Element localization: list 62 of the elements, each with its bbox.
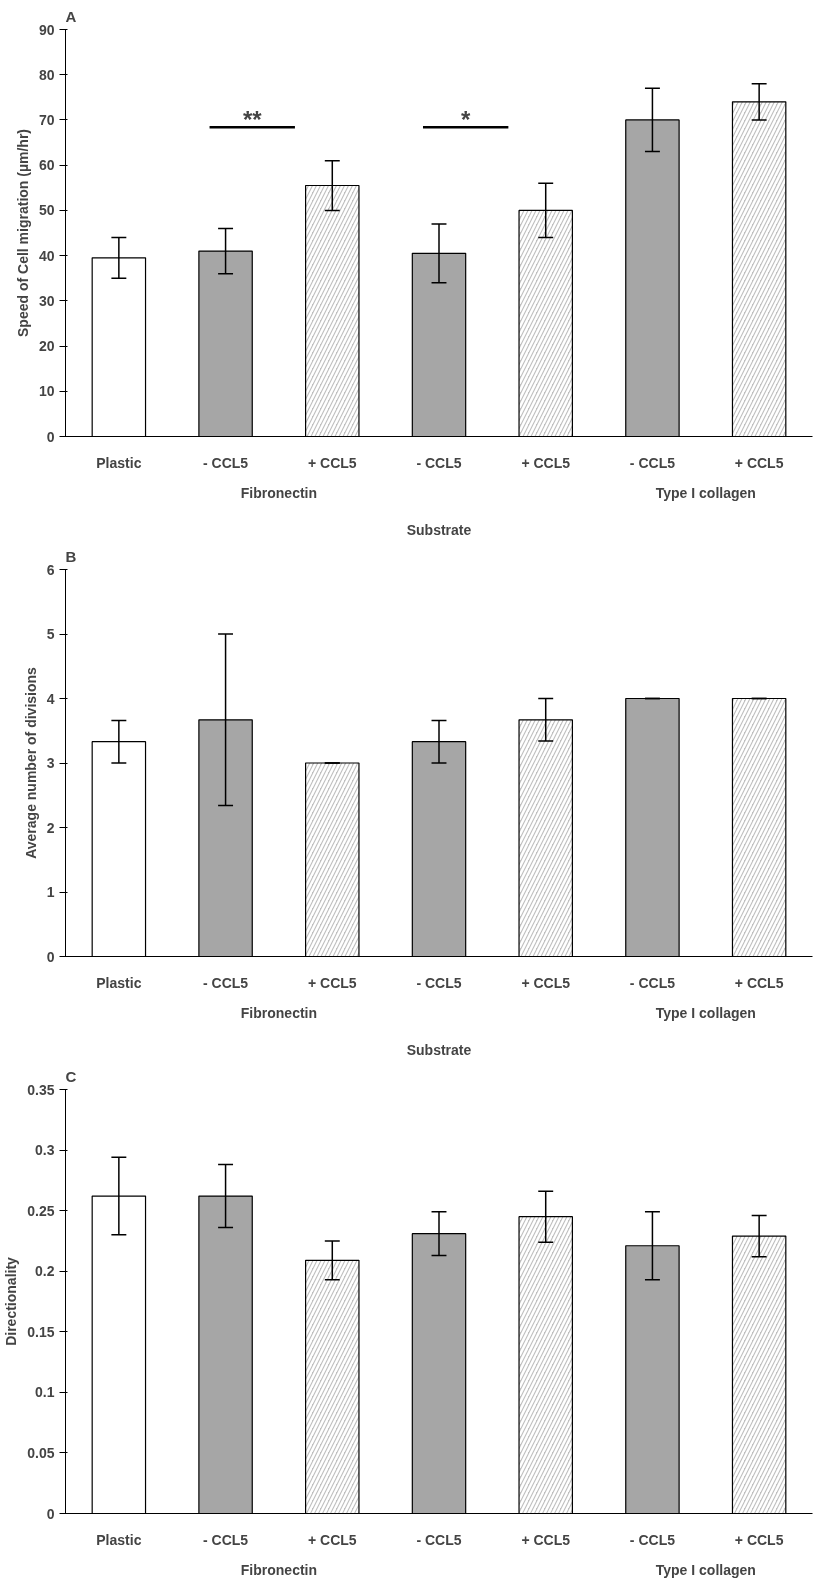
x-tick-label: - CCL5 (416, 974, 462, 991)
y-axis-title: Average number of divisions (22, 666, 39, 859)
y-tick-label: 5 (46, 626, 55, 642)
y-tick-label: 40 (38, 247, 55, 264)
x-tick-label: Plastic (96, 1531, 142, 1548)
y-tick-label: 80 (38, 66, 55, 83)
annotation: ** (242, 106, 263, 134)
y-tick-label: 20 (38, 338, 55, 355)
y-axis-title: Speed of Cell migration (µm/hr) (14, 129, 31, 337)
y-tick-label: 90 (38, 21, 55, 38)
x-tick-label: + CCL5 (734, 454, 784, 471)
annotation: * (461, 106, 472, 134)
y-tick-label: 0.05 (27, 1444, 55, 1461)
text: Fibronectin (240, 1561, 318, 1578)
x-tick-label: - CCL5 (416, 454, 462, 471)
y-tick-label: 0.25 (27, 1202, 55, 1219)
y-tick-label: 0.3 (35, 1142, 55, 1159)
y-tick-label: 1 (46, 884, 55, 900)
x-axis-title: Substrate (406, 521, 472, 538)
chart-title: C (65, 1067, 77, 1085)
y-tick-label: 2 (46, 819, 55, 836)
y-tick-label: 0.2 (35, 1263, 55, 1280)
x-tick-label: + CCL5 (734, 1531, 784, 1548)
y-tick-label: 6 (46, 561, 55, 578)
x-tick-label: + CCL5 (307, 974, 357, 991)
y-tick-label: 30 (38, 292, 55, 309)
x-tick-label: + CCL5 (734, 974, 784, 991)
text: Type I collagen (655, 1561, 756, 1578)
y-tick-label: 0.35 (27, 1081, 55, 1098)
x-tick-label: + CCL5 (307, 1531, 357, 1548)
x-tick-label: Plastic (96, 974, 142, 991)
x-tick-label: - CCL5 (416, 1531, 462, 1548)
y-tick-label: 10 (38, 383, 55, 400)
text: Type I collagen (655, 484, 756, 501)
text: Type I collagen (655, 1004, 756, 1021)
y-axis-title: Directionality (3, 1256, 20, 1346)
y-tick-label: 0.15 (27, 1323, 55, 1340)
y-tick-label: 70 (38, 111, 55, 128)
y-tick-label: 0 (46, 948, 55, 965)
y-tick-label: 4 (46, 690, 55, 707)
x-tick-label: - CCL5 (203, 974, 249, 991)
x-tick-label: + CCL5 (521, 454, 571, 471)
y-tick-label: 0 (46, 1505, 55, 1522)
x-tick-label: + CCL5 (521, 974, 571, 991)
y-tick-label: 60 (38, 157, 55, 174)
text: Fibronectin (240, 1004, 318, 1021)
y-tick-label: 0 (46, 428, 55, 445)
x-tick-label: Plastic (96, 454, 142, 471)
x-tick-label: - CCL5 (629, 454, 676, 471)
x-tick-label: - CCL5 (203, 1531, 249, 1548)
x-tick-label: + CCL5 (521, 1531, 571, 1548)
y-tick-label: 0.1 (35, 1384, 55, 1401)
x-tick-label: + CCL5 (307, 454, 357, 471)
text: Fibronectin (240, 484, 318, 501)
y-tick-label: 3 (46, 755, 55, 771)
y-tick-label: 50 (38, 202, 55, 219)
chart-title: B (65, 547, 77, 565)
x-tick-label: - CCL5 (629, 1531, 676, 1548)
x-tick-label: - CCL5 (629, 974, 676, 991)
chart-title: A (65, 7, 77, 25)
x-tick-label: - CCL5 (203, 454, 249, 471)
x-axis-title: Substrate (406, 1041, 472, 1058)
